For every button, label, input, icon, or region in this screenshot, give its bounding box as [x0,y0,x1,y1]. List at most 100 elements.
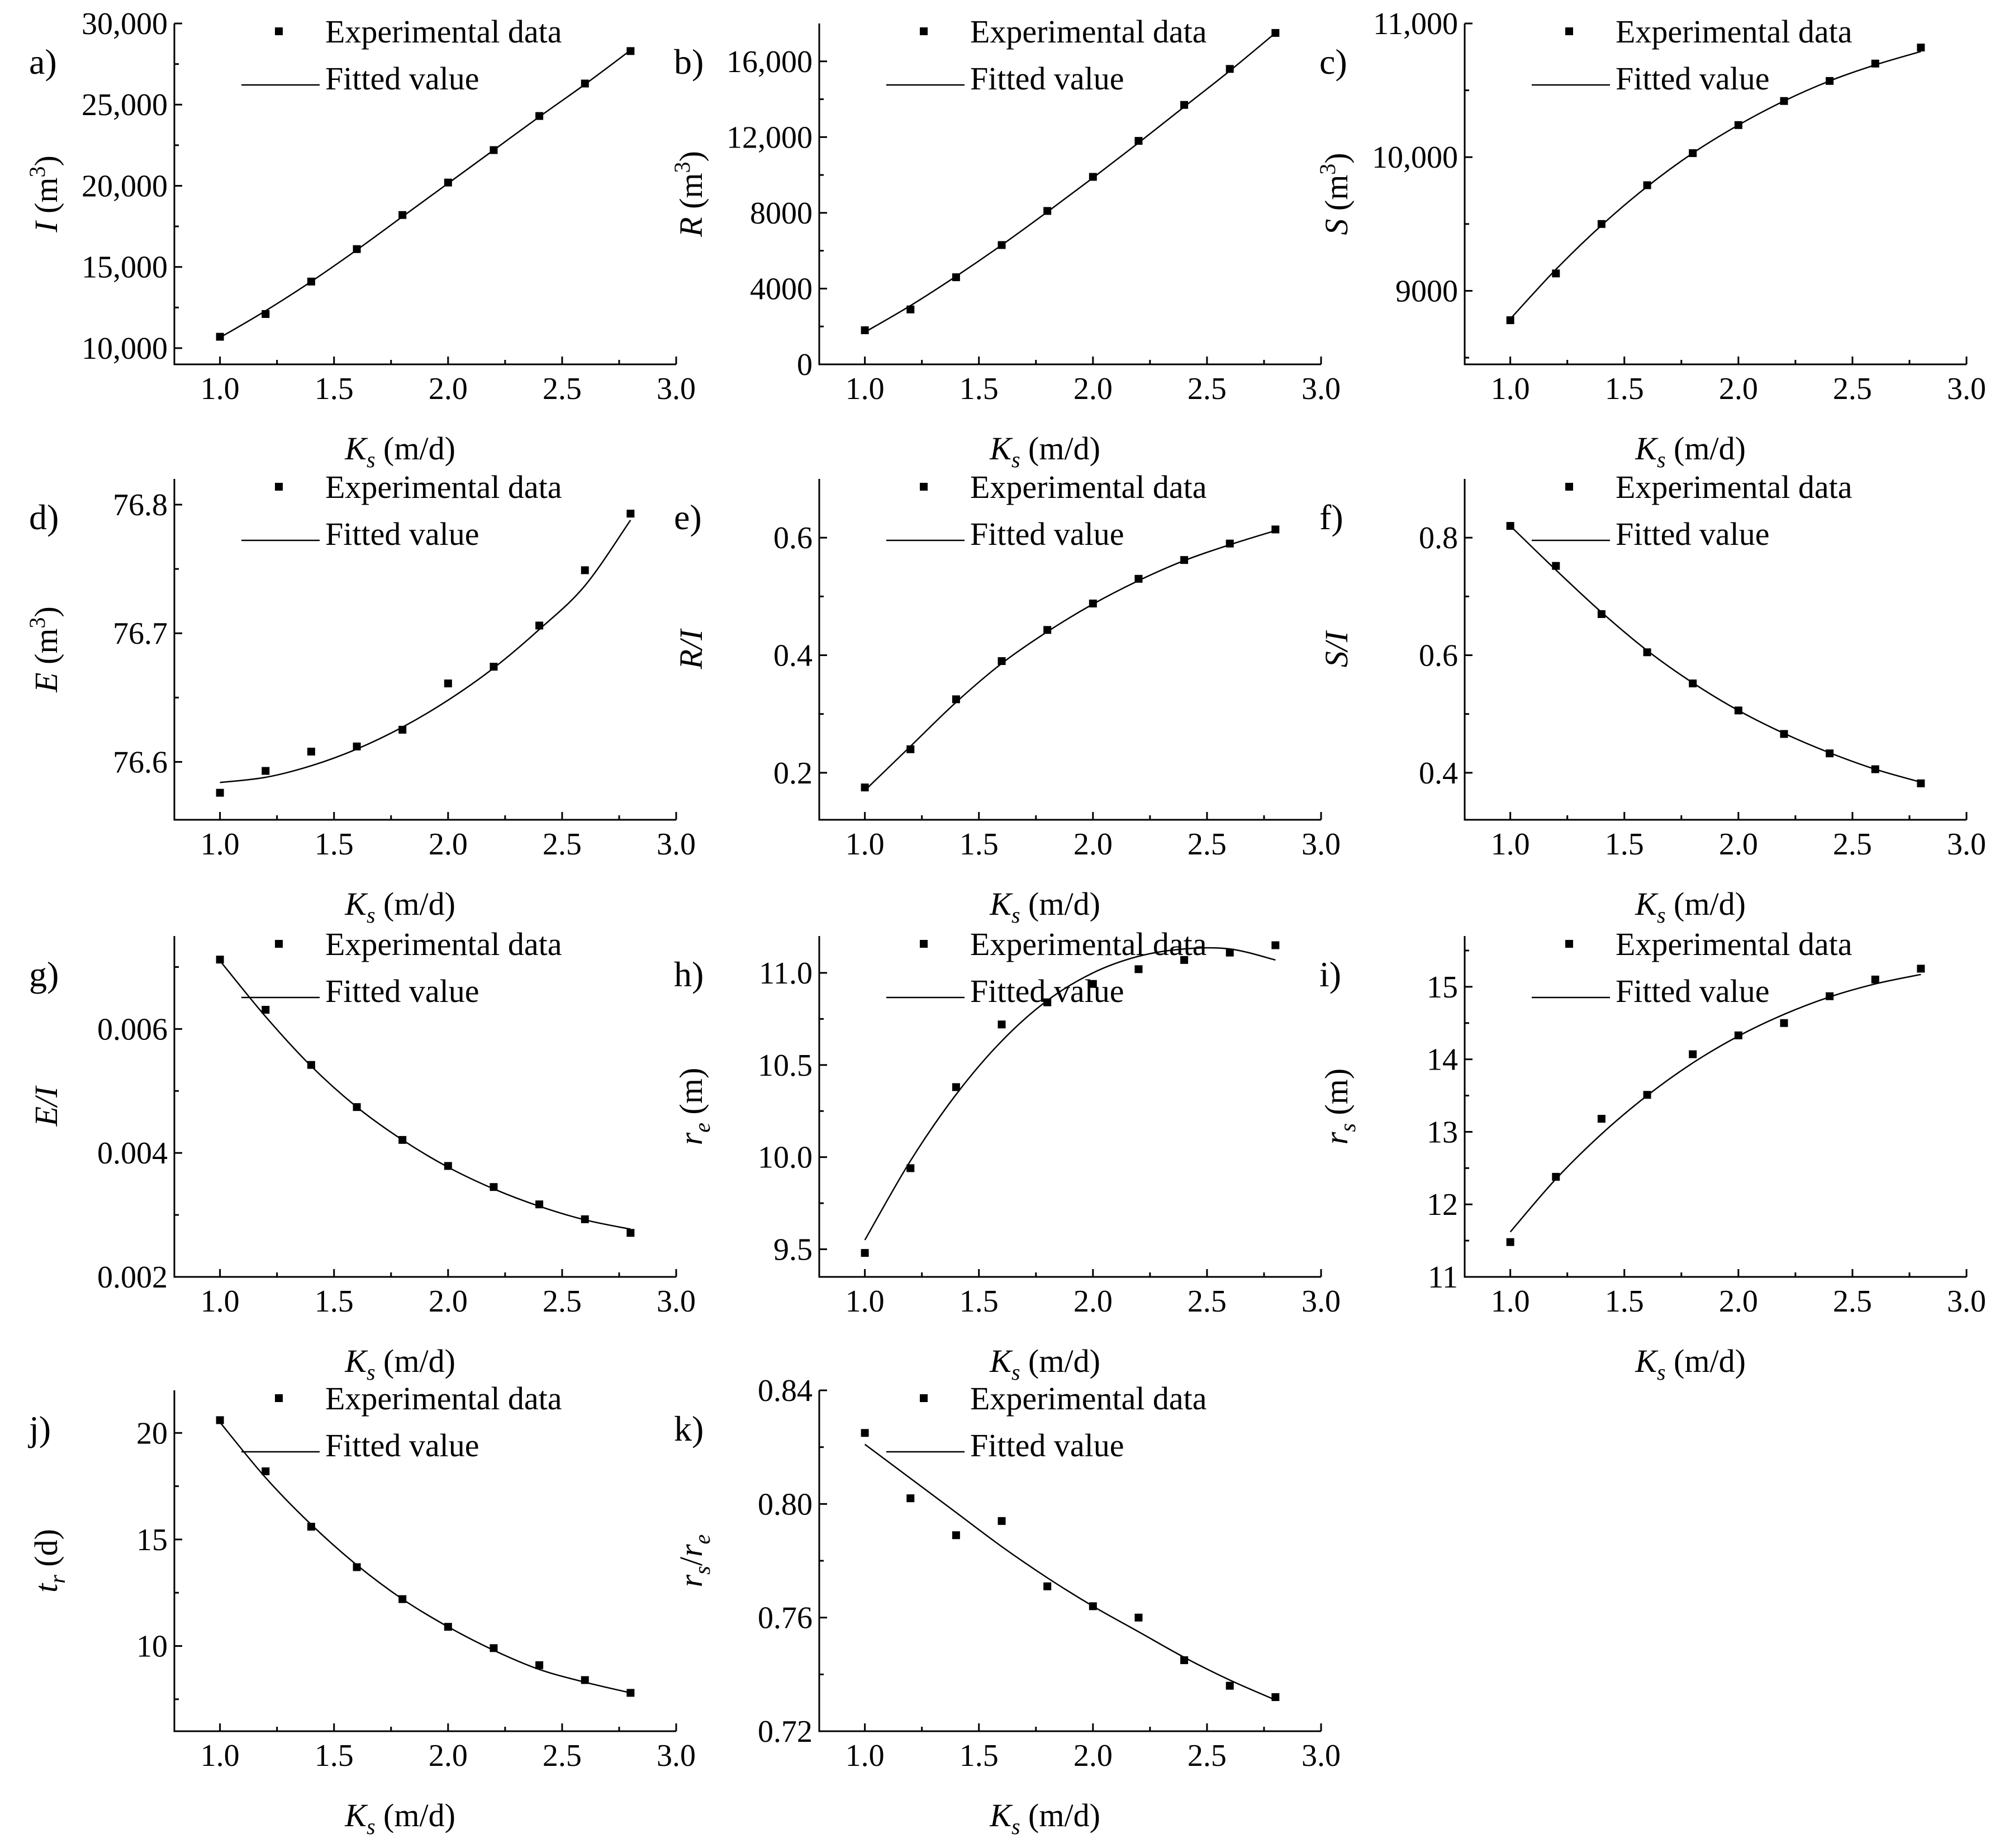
data-point [581,1676,589,1684]
data-point [1043,626,1052,634]
data-point [861,1429,869,1437]
x-tick-label: 2.5 [1188,827,1227,862]
data-point [1089,599,1097,607]
panel-label: g) [29,954,59,994]
x-axis-label: Ks (m/d) [1635,1343,1746,1385]
legend-marker [275,483,283,491]
x-tick-label: 3.0 [1302,1738,1341,1773]
y-tick-label: 11 [1428,1260,1458,1295]
legend-data-label: Experimental data [325,926,562,962]
x-axis-label: Ks (m/d) [989,1797,1100,1839]
chart-panel-10: 1.0 1.5 2.0 2.5 3.0 10 15 20 Experimental data Fi… [28,1380,696,1839]
y-tick-label: 10.5 [758,1048,813,1083]
data-point [998,657,1006,666]
y-axis-label: I (m3) [25,155,64,233]
data-point [1643,181,1651,189]
fitted-curve [220,519,631,783]
y-tick-label: 8000 [750,196,813,231]
data-point [1506,1238,1514,1246]
data-point [1689,149,1697,158]
x-tick-label: 2.0 [1719,1284,1758,1319]
legend-data-label: Experimental data [1616,469,1852,505]
data-point [262,1005,270,1014]
data-point [1271,525,1280,534]
x-tick-label: 1.5 [315,827,354,862]
legend-fit-label: Fitted value [325,1427,479,1464]
legend-data-label: Experimental data [970,13,1207,50]
data-point [861,1249,869,1257]
legend-fit-label: Fitted value [970,60,1124,97]
data-point [535,1661,544,1669]
x-tick-label: 1.0 [846,1284,885,1319]
y-tick-label: 0.4 [1419,756,1458,791]
x-tick-label: 3.0 [657,827,696,862]
legend-fit-label: Fitted value [1616,60,1769,97]
data-point [1271,941,1280,949]
x-tick-label: 3.0 [657,1738,696,1773]
x-tick-label: 2.0 [429,827,468,862]
axis-frame [173,479,676,821]
legend-marker [920,483,928,491]
y-tick-label: 9.5 [773,1233,813,1267]
x-tick-label: 1.5 [960,1738,999,1773]
panel-label: i) [1319,954,1341,994]
panel-label: h) [674,954,704,994]
x-tick-label: 2.5 [1188,372,1227,406]
x-tick-label: 2.0 [429,372,468,406]
legend-marker [920,940,928,948]
x-tick-label: 1.5 [315,1284,354,1319]
x-axis-label: Ks (m/d) [344,1343,455,1385]
data-point [1134,1613,1143,1622]
data-point [1826,77,1834,85]
y-tick-label: 12,000 [726,120,813,155]
data-point [1089,1602,1097,1611]
data-point [1689,1050,1697,1058]
data-point [262,1467,270,1475]
x-tick-label: 1.5 [315,372,354,406]
data-point [353,245,361,253]
data-point [626,1229,635,1237]
x-axis-label: Ks (m/d) [989,886,1100,928]
data-point [861,783,869,792]
fitted-curve [219,960,631,1230]
data-point [490,146,498,154]
data-point [353,1103,361,1111]
x-tick-label: 1.0 [201,1738,240,1773]
data-point [1271,1693,1280,1701]
x-tick-label: 3.0 [657,1284,696,1319]
x-tick-label: 1.0 [201,1284,240,1319]
x-axis-label: Ks (m/d) [989,430,1100,472]
data-point [490,1183,498,1191]
data-point [952,695,960,704]
data-point [216,1416,224,1424]
x-tick-label: 3.0 [1302,1284,1341,1319]
data-point [906,305,915,313]
data-point [353,1563,361,1571]
data-point [535,1200,544,1209]
y-tick-label: 11.0 [759,956,813,991]
chart-panel-11: 1.0 1.5 2.0 2.5 3.0 0.72 0.76 0.80 0.84 Experimen… [673,1374,1341,1839]
legend-fit-label: Fitted value [325,516,479,552]
x-tick-label: 2.5 [1833,372,1872,406]
x-axis-label: Ks (m/d) [344,1797,455,1839]
y-tick-label: 25,000 [82,88,168,122]
y-axis-label: R/I [673,628,709,670]
data-point [1689,680,1697,687]
x-tick-label: 1.0 [1491,1284,1530,1319]
panel-label: f) [1319,497,1343,537]
x-tick-label: 2.0 [1719,372,1758,406]
data-point [861,326,869,334]
chart-panel-2: 1.0 1.5 2.0 2.5 3.0 0 4000 8000 12,000 16,000 Expe… [669,13,1341,472]
data-point [1134,574,1143,583]
data-point [1180,956,1189,964]
x-tick-label: 2.5 [1833,827,1872,862]
data-point [1226,948,1234,957]
chart-panel-3: 1.0 1.5 2.0 2.5 3.0 9000 10,000 11,000 Experimen… [1315,7,1986,472]
data-point [1871,59,1879,68]
chart-panel-6: 1.0 1.5 2.0 2.5 3.0 0.4 0.6 0.8 Experimental dat… [1318,469,1986,928]
legend-data-label: Experimental data [970,469,1207,505]
data-point [1552,269,1560,278]
x-tick-label: 1.5 [1605,1284,1644,1319]
data-point [1180,1656,1189,1664]
data-point [1226,539,1234,548]
